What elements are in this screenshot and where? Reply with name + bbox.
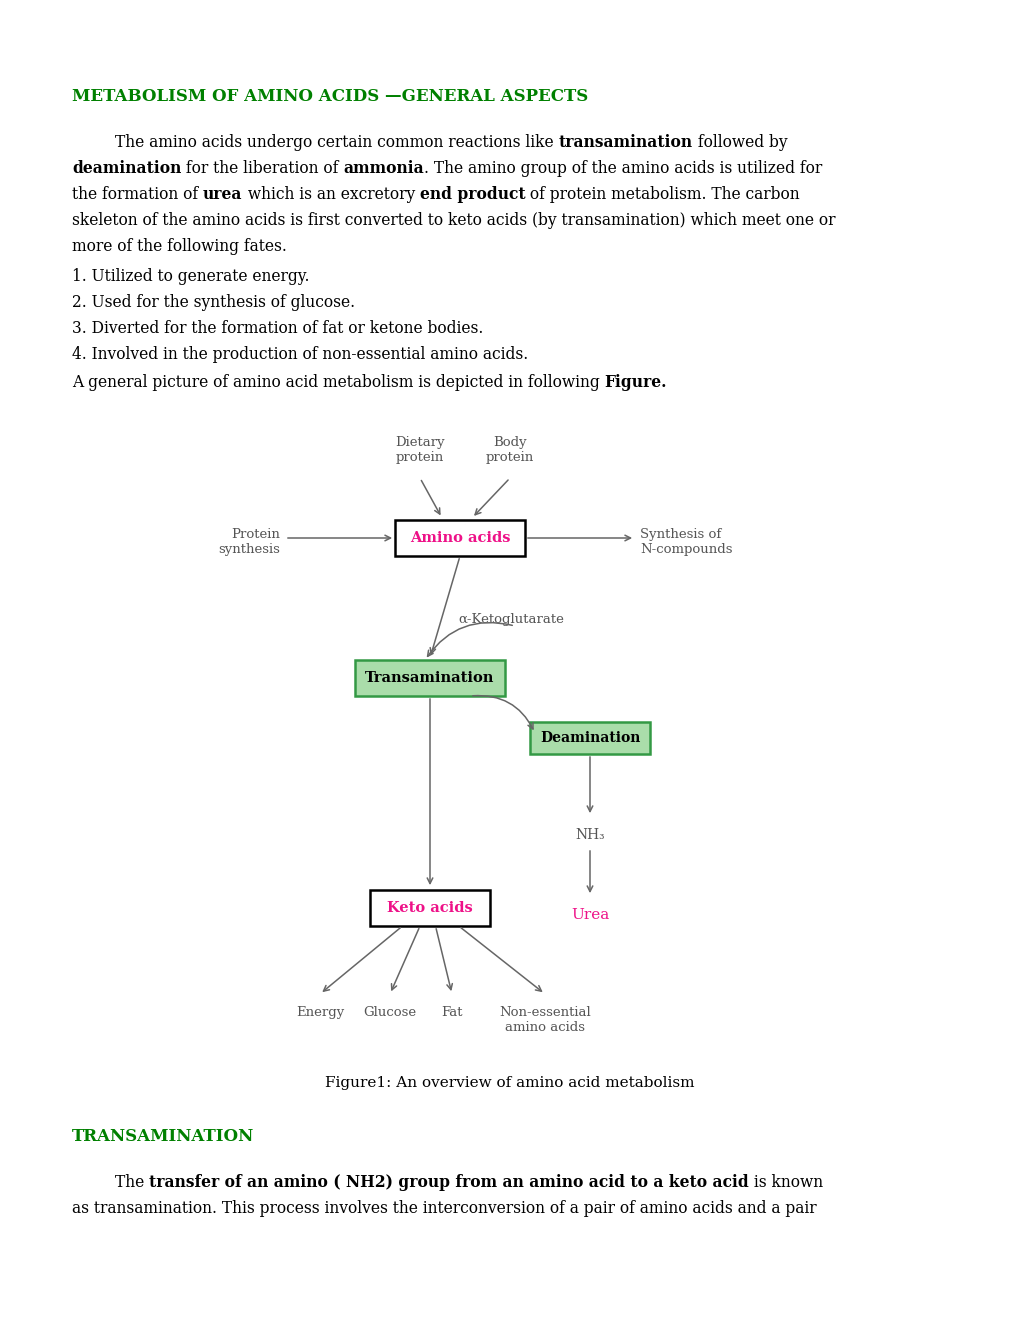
Text: which is an excretory: which is an excretory (243, 186, 419, 203)
Text: Figure1: An overview of amino acid metabolism: Figure1: An overview of amino acid metab… (325, 1076, 694, 1090)
Text: →Glutamate: →Glutamate (537, 722, 619, 734)
Text: Non-essential
amino acids: Non-essential amino acids (498, 1006, 590, 1034)
Text: transfer of an amino ( NH2) group from an amino acid to a keto acid: transfer of an amino ( NH2) group from a… (149, 1173, 748, 1191)
Text: transamination: transamination (558, 135, 692, 150)
Text: Energy: Energy (296, 1006, 343, 1019)
Text: for the liberation of: for the liberation of (181, 160, 343, 177)
Text: Amino acids: Amino acids (410, 531, 510, 545)
Text: urea: urea (203, 186, 243, 203)
Text: Transamination: Transamination (365, 671, 494, 685)
Text: NH₃: NH₃ (575, 828, 604, 842)
Text: A general picture of amino acid metabolism is depicted in following: A general picture of amino acid metaboli… (72, 374, 604, 391)
FancyBboxPatch shape (370, 890, 489, 927)
Text: the formation of: the formation of (72, 186, 203, 203)
Text: 4. Involved in the production of non-essential amino acids.: 4. Involved in the production of non-ess… (72, 346, 528, 363)
Text: Keto acids: Keto acids (387, 902, 473, 915)
FancyBboxPatch shape (530, 722, 649, 754)
Text: is known: is known (748, 1173, 822, 1191)
Text: followed by: followed by (692, 135, 787, 150)
Text: of protein metabolism. The carbon: of protein metabolism. The carbon (525, 186, 799, 203)
Text: Deamination: Deamination (539, 731, 640, 744)
Text: ammonia: ammonia (343, 160, 424, 177)
Text: Synthesis of
N-compounds: Synthesis of N-compounds (639, 528, 732, 556)
Text: as transamination. This process involves the interconversion of a pair of amino : as transamination. This process involves… (72, 1200, 816, 1217)
Text: METABOLISM OF AMINO ACIDS —GENERAL ASPECTS: METABOLISM OF AMINO ACIDS —GENERAL ASPEC… (72, 88, 588, 106)
Text: Fat: Fat (441, 1006, 463, 1019)
Text: more of the following fates.: more of the following fates. (72, 238, 286, 255)
Text: skeleton of the amino acids is first converted to keto acids (by transamination): skeleton of the amino acids is first con… (72, 213, 835, 228)
Text: Body
protein: Body protein (485, 436, 534, 465)
FancyBboxPatch shape (355, 660, 504, 696)
Text: Urea: Urea (571, 908, 608, 921)
Text: 1. Utilized to generate energy.: 1. Utilized to generate energy. (72, 268, 309, 285)
Text: Glucose: Glucose (363, 1006, 416, 1019)
Text: Figure.: Figure. (604, 374, 666, 391)
Text: deamination: deamination (72, 160, 181, 177)
Text: TRANSAMINATION: TRANSAMINATION (72, 1129, 254, 1144)
Text: α-Ketoglutarate: α-Ketoglutarate (458, 612, 564, 626)
Text: The: The (115, 1173, 149, 1191)
FancyBboxPatch shape (394, 520, 525, 556)
Text: Dietary
protein: Dietary protein (394, 436, 444, 465)
Text: . The amino group of the amino acids is utilized for: . The amino group of the amino acids is … (424, 160, 821, 177)
Text: 3. Diverted for the formation of fat or ketone bodies.: 3. Diverted for the formation of fat or … (72, 319, 483, 337)
Text: end product: end product (419, 186, 525, 203)
Text: The amino acids undergo certain common reactions like: The amino acids undergo certain common r… (115, 135, 558, 150)
Text: Protein
synthesis: Protein synthesis (218, 528, 280, 556)
Text: 2. Used for the synthesis of glucose.: 2. Used for the synthesis of glucose. (72, 294, 355, 312)
